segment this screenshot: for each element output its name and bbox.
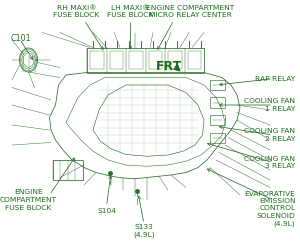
Text: S133
(4.9L): S133 (4.9L) — [133, 224, 155, 238]
Text: COOLING FAN
2 RELAY: COOLING FAN 2 RELAY — [244, 128, 296, 142]
Text: COOLING FAN
3 RELAY: COOLING FAN 3 RELAY — [244, 156, 296, 169]
Bar — [52, 160, 83, 180]
Text: C101: C101 — [11, 34, 31, 43]
Bar — [210, 80, 225, 90]
Bar — [129, 51, 142, 69]
Text: EVAPORATIVE
EMISSION
CONTROL
SOLENOID
(4.9L): EVAPORATIVE EMISSION CONTROL SOLENOID (4… — [244, 190, 296, 227]
Text: ENGINE COMPARTMENT
MICRO RELAY CENTER: ENGINE COMPARTMENT MICRO RELAY CENTER — [146, 4, 235, 18]
Text: LH MAXI®
FUSE BLOCK: LH MAXI® FUSE BLOCK — [107, 4, 154, 18]
Bar — [210, 115, 225, 125]
Text: ENGINE
COMPARTMENT
FUSE BLOCK: ENGINE COMPARTMENT FUSE BLOCK — [0, 190, 57, 210]
Bar — [168, 51, 182, 69]
Bar — [110, 51, 123, 69]
Bar — [90, 51, 104, 69]
Text: RH MAXI®
FUSE BLOCK: RH MAXI® FUSE BLOCK — [53, 4, 100, 18]
Text: RAP RELAY: RAP RELAY — [255, 76, 296, 82]
Bar — [148, 51, 162, 69]
Bar — [188, 51, 201, 69]
Bar — [87, 48, 204, 72]
Text: S104: S104 — [97, 208, 116, 214]
Text: COOLING FAN
1 RELAY: COOLING FAN 1 RELAY — [244, 98, 296, 112]
Text: FRT: FRT — [156, 60, 183, 73]
Bar — [210, 132, 225, 142]
Bar — [210, 98, 225, 108]
